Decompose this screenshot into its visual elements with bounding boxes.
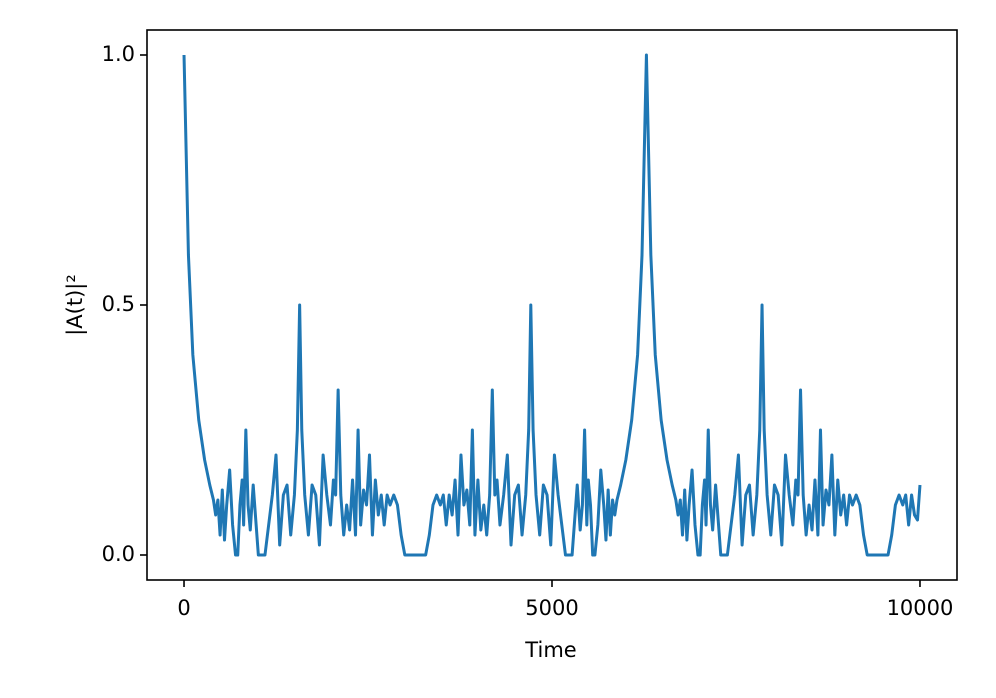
y-axis-label: |A(t)|²	[63, 274, 88, 336]
data-line	[182, 53, 922, 557]
y-tick-label: 0.5	[102, 292, 135, 316]
x-tick-label: 5000	[525, 596, 578, 620]
x-tick-label: 10000	[887, 596, 954, 620]
x-axis-label: Time	[524, 638, 576, 662]
y-tick-label: 0.0	[102, 542, 135, 566]
plot-frame	[146, 29, 958, 581]
y-tick-label: 1.0	[102, 42, 135, 66]
x-tick-label: 0	[177, 596, 190, 620]
